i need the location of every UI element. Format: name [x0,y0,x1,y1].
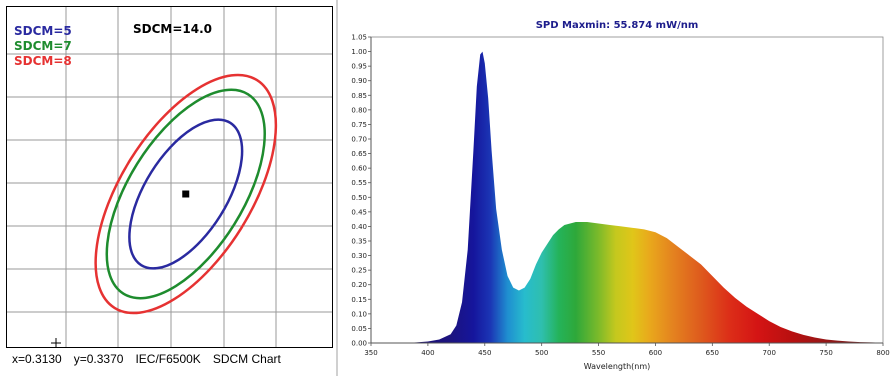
sdcm-ellipse-7 [105,88,266,300]
spd-chart: 0.00 0.05 0.10 0.15 0.20 0.25 0.30 0.35 0.40 0.45… [351,34,889,358]
spd-x-tick-label: 350 [364,349,377,357]
center-point [182,190,190,198]
sdcm-panel: SDCM=5 SDCM=7 SDCM=8 SDCM=14.0 x=0.3130 y… [0,0,336,376]
spd-x-tick-label: 600 [649,349,662,357]
spd-panel: SPD Maxmin: 55.874 mW/nm 0.00 0.05 0.10 0.1… [338,0,896,376]
spd-x-tick-label: 450 [478,349,491,357]
sdcm-chart [7,7,332,348]
standard-label: IEC/F6500K [135,352,201,366]
spd-y-tick-label: 0.90 [351,77,367,85]
legend-sdcm-7: SDCM=7 [14,39,72,53]
legend-sdcm-8: SDCM=8 [14,54,72,68]
sdcm-ellipse-5 [128,118,244,270]
spd-title: SPD Maxmin: 55.874 mW/nm [535,20,699,31]
spd-y-tick-label: 0.85 [351,92,367,100]
spd-x-tick-label: 750 [819,349,832,357]
sdcm-footer: x=0.3130 y=0.3370 IEC/F6500K SDCM Chart [12,352,293,366]
spd-y-tick-label: 0.50 [351,194,367,202]
spd-y-tick-label: 0.95 [351,63,367,71]
sdcm-value-label: SDCM=14.0 [133,22,213,36]
spd-y-tick-label: 0.10 [351,310,367,318]
spd-y-tick-label: 0.00 [351,340,367,348]
spd-y-tick-label: 1.05 [351,34,367,42]
spd-y-tick-label: 0.45 [351,208,367,216]
chart-name-label: SDCM Chart [212,352,281,366]
spd-y-tick-label: 0.65 [351,150,367,158]
spd-y-tick-label: 0.40 [351,223,367,231]
spd-y-tick-label: 0.15 [351,296,367,304]
spd-y-tick-label: 0.35 [351,238,367,246]
spd-y-tick-label: 0.70 [351,136,367,144]
spd-y-tick-label: 0.75 [351,121,367,129]
spd-y-tick-label: 0.20 [351,281,367,289]
spd-y-tick-label: 0.55 [351,179,367,187]
spd-y-tick-label: 0.80 [351,106,367,114]
spd-x-tick-label: 700 [763,349,776,357]
spd-y-tick-label: 0.05 [351,325,367,333]
spd-y-tick-label: 1.00 [351,48,367,56]
spd-x-tick-label: 500 [535,349,548,357]
spd-x-tick-label: 400 [421,349,434,357]
panel-divider [336,0,338,376]
spd-x-tick-label: 650 [706,349,719,357]
spd-area [405,51,883,343]
spd-x-tick-label: 800 [876,349,889,357]
x-coordinate: x=0.3130 [12,352,62,366]
y-coordinate: y=0.3370 [73,352,124,366]
legend-sdcm-5: SDCM=5 [14,24,72,38]
spd-x-axis-label: Wavelength(nm) [583,362,651,371]
sdcm-ellipse-8 [94,73,278,315]
spd-x-tick-label: 550 [592,349,605,357]
spd-y-tick-label: 0.25 [351,267,367,275]
sdcm-chart-frame [6,6,333,348]
spd-y-tick-label: 0.30 [351,252,367,260]
spd-y-tick-label: 0.60 [351,165,367,173]
